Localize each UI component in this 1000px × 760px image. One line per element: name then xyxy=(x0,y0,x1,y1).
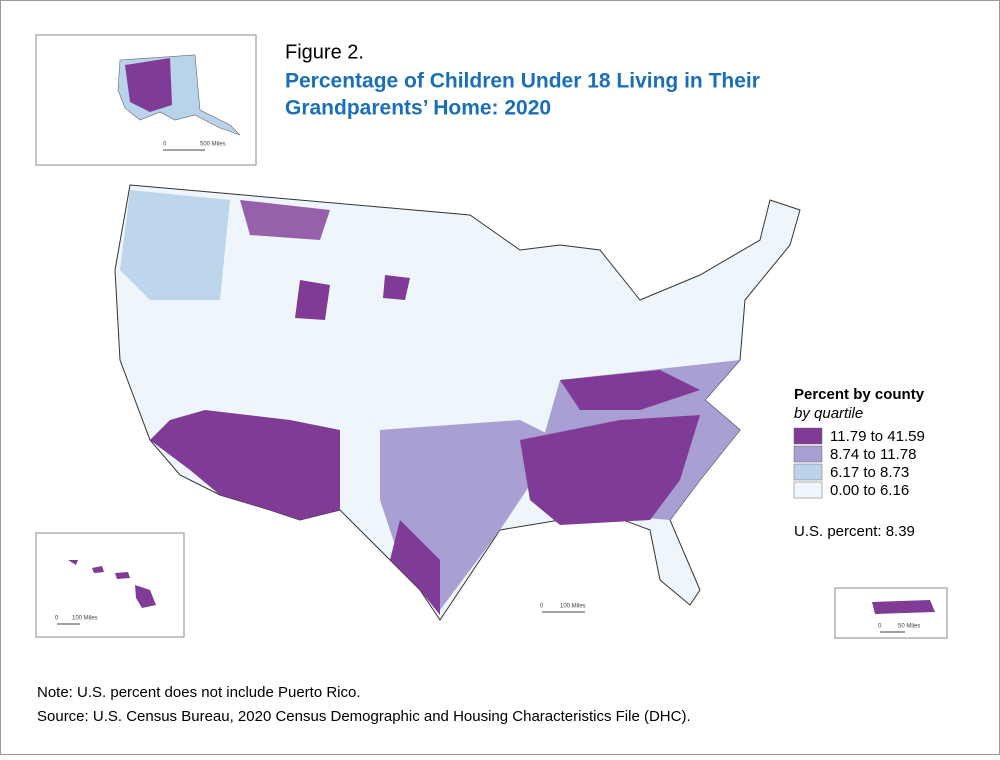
note: Note: U.S. percent does not include Puer… xyxy=(37,684,361,701)
legend-swatch xyxy=(793,481,823,499)
legend-label: 11.79 to 41.59 xyxy=(830,428,925,445)
alaska-region xyxy=(125,58,172,112)
region xyxy=(520,415,700,525)
region xyxy=(150,410,340,520)
legend: Percent by county by quartile 11.79 to 4… xyxy=(793,386,925,499)
scale-label: 0 xyxy=(55,616,59,622)
region xyxy=(295,280,330,320)
legend-title: Percent by county xyxy=(794,386,925,403)
legend-subtitle: by quartile xyxy=(794,405,863,422)
legend-label: 0.00 to 6.16 xyxy=(830,482,909,499)
region xyxy=(383,275,410,300)
legend-swatch xyxy=(793,445,823,463)
legend-label: 6.17 to 8.73 xyxy=(830,464,909,481)
puerto-rico-shape xyxy=(872,600,935,614)
us-percent: U.S. percent: 8.39 xyxy=(794,523,915,540)
region xyxy=(240,200,330,240)
scale-label: 0 xyxy=(878,624,882,630)
scale-label: 0 xyxy=(163,142,167,148)
title: Percentage of Children Under 18 Living i… xyxy=(285,70,760,93)
region xyxy=(120,190,230,300)
hawaii-inset xyxy=(35,532,185,638)
legend-label: 8.74 to 11.78 xyxy=(830,446,916,463)
scale-label: 100 Miles xyxy=(72,616,98,622)
title: Grandparents’ Home: 2020 xyxy=(285,97,551,120)
legend-swatch xyxy=(793,427,823,445)
figure-label: Figure 2. xyxy=(285,41,364,63)
scale-label: 0 xyxy=(540,604,544,610)
scale-label: 50 Miles xyxy=(898,624,920,630)
scale-label: 100 Miles xyxy=(560,604,586,610)
source: Source: U.S. Census Bureau, 2020 Census … xyxy=(37,708,691,725)
region xyxy=(560,370,700,410)
legend-swatch xyxy=(793,463,823,481)
scale-label: 500 Miles xyxy=(200,142,226,148)
hawaii-shape xyxy=(68,560,156,608)
region xyxy=(390,520,440,615)
